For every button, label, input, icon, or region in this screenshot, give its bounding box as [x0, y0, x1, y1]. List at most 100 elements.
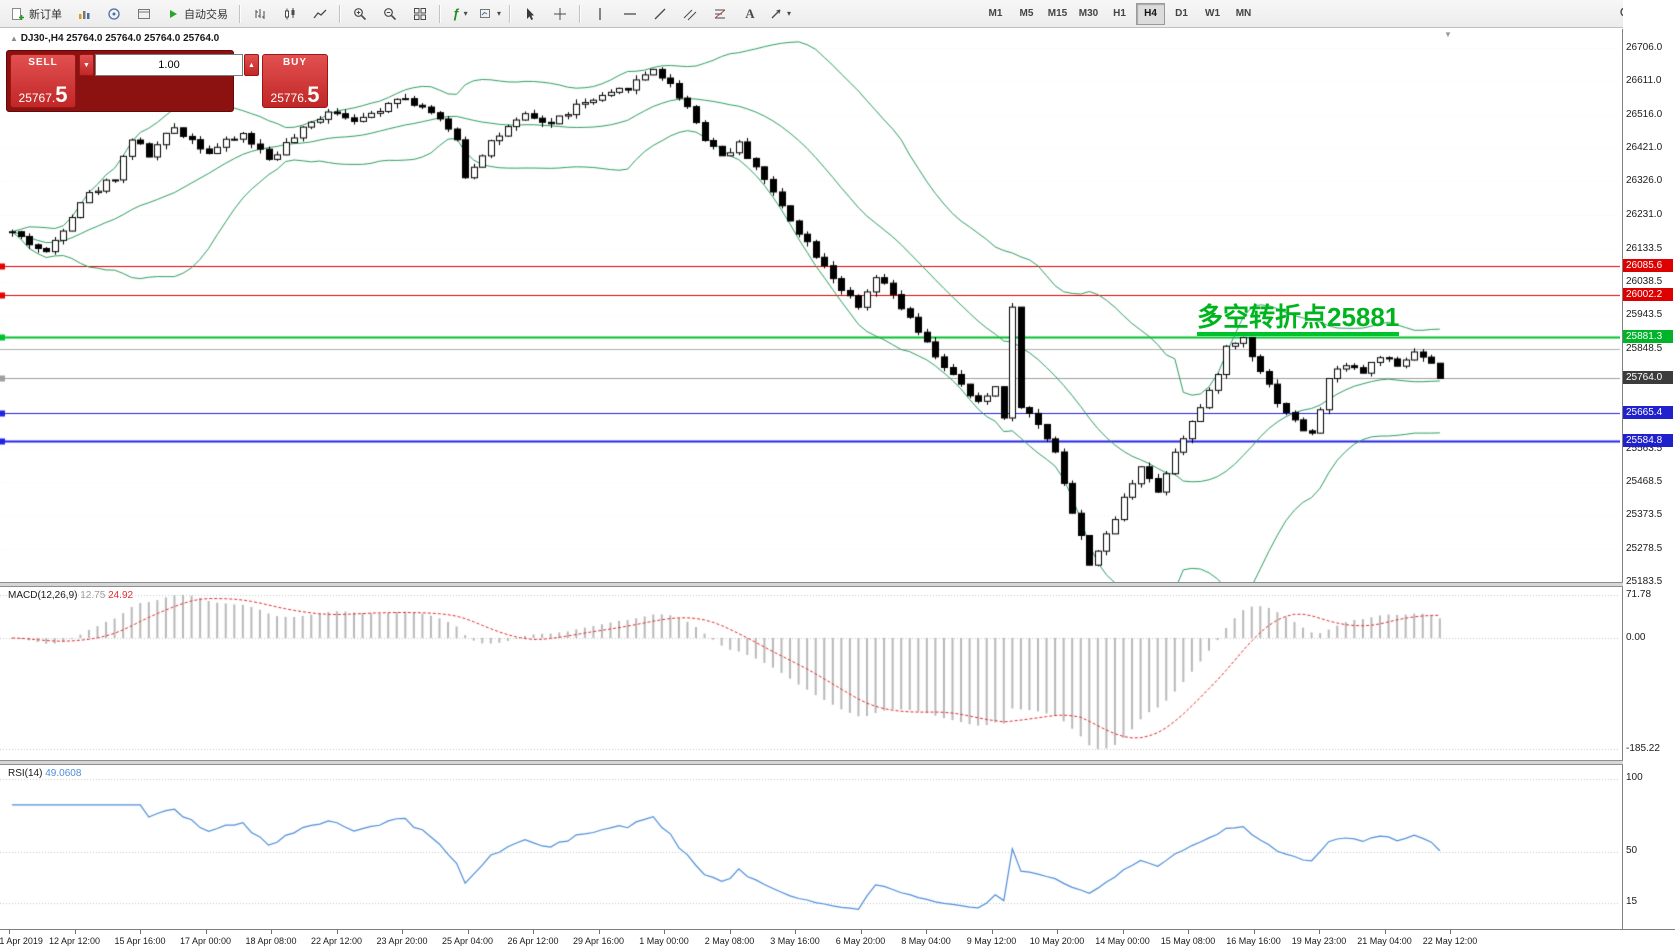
auto-trading-button[interactable]: 自动交易 — [159, 2, 235, 26]
time-axis-label: 3 May 16:00 — [770, 936, 820, 946]
time-axis-label: 2 May 08:00 — [704, 936, 755, 946]
terminal-icon — [137, 7, 151, 21]
buy-label: BUY — [282, 57, 308, 68]
price-axis-label: 26421.0 — [1626, 141, 1663, 153]
time-axis-tick — [1057, 930, 1058, 934]
panel-splitter[interactable] — [0, 760, 1675, 765]
lot-size-input[interactable] — [95, 54, 243, 76]
navigator-button[interactable] — [99, 2, 129, 26]
terminal-button[interactable] — [129, 2, 159, 26]
timeframe-m1[interactable]: M1 — [988, 8, 1003, 19]
timeframe-w1[interactable]: W1 — [1205, 8, 1220, 19]
price-chart-canvas[interactable] — [0, 29, 1620, 582]
rsi-title: RSI(14) — [8, 768, 43, 779]
time-axis-tick — [140, 930, 141, 934]
time-axis-tick — [991, 930, 993, 934]
panel-splitter[interactable] — [0, 582, 1675, 587]
time-axis-tick — [1450, 930, 1451, 934]
zoom-out-icon — [383, 7, 397, 21]
trendline-icon — [653, 7, 667, 21]
navigator-icon — [107, 7, 121, 21]
price-level-chip: 26002.2 — [1623, 287, 1673, 301]
macd-panel-canvas[interactable] — [0, 587, 1620, 760]
time-axis-label: 18 Apr 08:00 — [245, 936, 297, 946]
templates-button[interactable]: ▾ — [475, 2, 505, 26]
price-axis[interactable]: 26706.0 26611.0 26516.0 26421.0 26326.0 26231… — [1623, 0, 1675, 952]
sell-button[interactable]: SELL 25767.5 — [10, 54, 76, 108]
time-axis-label: 6 May 20:00 — [835, 936, 886, 946]
price-axis-label: 25848.5 — [1626, 342, 1663, 354]
time-axis-label: 12 Apr 12:00 — [48, 936, 101, 946]
arrows-tool-button[interactable]: ▾ — [765, 2, 795, 26]
fibonacci-button[interactable] — [705, 2, 735, 26]
time-axis-tick — [9, 930, 10, 934]
toolbar-separator — [439, 4, 441, 23]
time-axis-label: 25 Apr 04:00 — [441, 936, 494, 946]
time-axis-tick — [271, 930, 272, 934]
timeframe-d1[interactable]: D1 — [1175, 8, 1188, 19]
line-chart-icon — [313, 7, 327, 21]
macd-axis-label: 71.78 — [1626, 588, 1652, 600]
lot-increase-button[interactable]: ▲ — [244, 54, 259, 76]
line-chart-type-button[interactable] — [305, 2, 335, 26]
lot-size-group: ▼ ▲ — [79, 54, 259, 108]
zoom-in-button[interactable] — [345, 2, 375, 26]
channel-icon — [683, 7, 697, 21]
time-axis-label: 14 May 00:00 — [1095, 936, 1150, 946]
price-level-chip: 25764.0 — [1623, 371, 1673, 385]
price-axis-label: 26038.5 — [1626, 276, 1663, 288]
time-axis-label: 1 May 00:00 — [639, 936, 689, 946]
time-axis-tick — [533, 930, 534, 934]
horizontal-line-button[interactable] — [615, 2, 645, 26]
price-axis-label: 25943.5 — [1626, 309, 1663, 321]
text-tool-button[interactable]: A — [735, 2, 765, 26]
candlestick-type-button[interactable] — [275, 2, 305, 26]
trendline-button[interactable] — [645, 2, 675, 26]
market-watch-button[interactable] — [69, 2, 99, 26]
indicators-button[interactable]: ƒ ▾ — [445, 2, 475, 26]
new-order-label: 新订单 — [29, 8, 62, 21]
price-axis-label: 25278.5 — [1626, 542, 1663, 554]
new-order-icon — [11, 7, 25, 21]
time-axis-tick — [926, 930, 927, 934]
timeframe-m5[interactable]: M5 — [1019, 8, 1034, 19]
time-axis-label: 22 Apr 12:00 — [310, 936, 363, 946]
timeframe-h1[interactable]: H1 — [1113, 8, 1126, 19]
price-axis-label: 25183.5 — [1626, 576, 1663, 588]
sell-label: SELL — [28, 57, 58, 68]
new-order-button[interactable]: 新订单 — [4, 2, 69, 26]
timeframe-toolbar: M1 M5 M15 M30 H1 H4 D1 W1 MN — [980, 2, 1259, 25]
symbol-marker-icon: ▲ — [10, 34, 18, 43]
bar-chart-type-button[interactable] — [245, 2, 275, 26]
time-axis-label: 17 Apr 00:00 — [179, 936, 232, 946]
macd-axis-label: -185.22 — [1626, 743, 1660, 755]
time-axis[interactable]: 11 Apr 2019 12 Apr 12:00 15 Apr 16:00 17 Ap… — [0, 929, 1675, 952]
time-axis-tick — [74, 930, 76, 934]
timeframe-m15[interactable]: M15 — [1047, 8, 1068, 19]
time-axis-tick — [1188, 930, 1189, 934]
time-axis-tick — [467, 930, 469, 934]
chart-shift-marker[interactable]: ▼ — [1444, 30, 1452, 39]
timeframe-mn[interactable]: MN — [1235, 8, 1252, 19]
time-axis-tick — [1253, 930, 1255, 934]
one-click-trading-panel: SELL 25767.5 ▼ ▲ BUY 25776.5 — [6, 50, 328, 112]
toolbar-separator — [239, 4, 241, 23]
rsi-header: RSI(14) 49.0608 — [8, 768, 81, 779]
channel-button[interactable] — [675, 2, 705, 26]
buy-price: 25776.5 — [270, 82, 320, 107]
cursor-button[interactable] — [515, 2, 545, 26]
crosshair-button[interactable] — [545, 2, 575, 26]
timeframe-m30[interactable]: M30 — [1078, 8, 1099, 19]
auto-trading-label: 自动交易 — [184, 8, 228, 21]
price-axis-label: 26611.0 — [1626, 75, 1662, 87]
time-axis-label: 22 May 12:00 — [1422, 936, 1478, 946]
buy-button[interactable]: BUY 25776.5 — [262, 54, 328, 108]
rsi-panel-canvas[interactable] — [0, 765, 1620, 928]
zoom-out-button[interactable] — [375, 2, 405, 26]
timeframe-h4[interactable]: H4 — [1136, 2, 1165, 25]
toolbar-separator — [509, 4, 511, 23]
vertical-line-button[interactable] — [585, 2, 615, 26]
tile-windows-button[interactable] — [405, 2, 435, 26]
lot-decrease-button[interactable]: ▼ — [79, 54, 94, 76]
